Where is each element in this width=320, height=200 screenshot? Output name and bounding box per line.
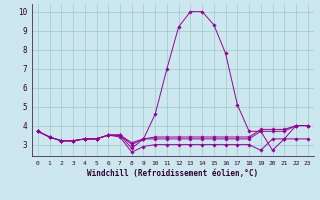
X-axis label: Windchill (Refroidissement éolien,°C): Windchill (Refroidissement éolien,°C)	[87, 169, 258, 178]
